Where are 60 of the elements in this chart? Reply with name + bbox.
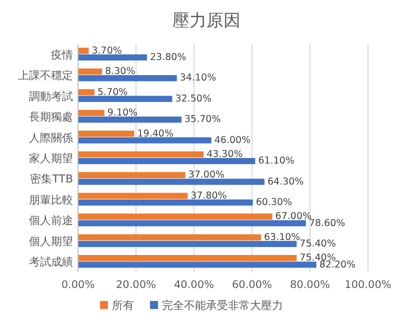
bar [78,172,186,178]
bar [78,96,172,102]
data-label: 43.30% [206,149,243,160]
data-label: 23.80% [150,52,186,63]
data-label: 9.10% [107,108,138,119]
bar [78,178,264,185]
data-label: 35.70% [184,114,221,126]
bar [78,130,134,137]
bar [78,116,182,123]
data-label: 5.70% [98,86,128,98]
x-tick-label: 40.00% [174,279,214,291]
bar [78,158,256,164]
x-tick-label: 60.00% [232,279,272,291]
y-tick-label: 密集TTB [30,172,73,186]
y-tick-label: 調動考試 [29,90,73,103]
y-tick-label: 考試成績 [29,256,73,269]
bar [78,151,204,158]
bar [78,54,148,60]
legend-label: 完全不能承受非常大壓力 [162,299,283,312]
bar [78,220,306,226]
data-label: 32.50% [175,93,212,104]
x-tick-label: 20.00% [116,279,156,291]
bar [78,240,297,248]
data-label: 3.70% [92,45,122,56]
bar [78,255,297,262]
y-tick-label: 疫情 [51,48,73,62]
data-label: 37.00% [188,170,225,181]
data-label: 64.30% [267,176,304,188]
bar [78,110,104,116]
y-tick-label: 家人期望 [29,152,73,165]
data-label: 75.40% [300,238,336,250]
x-tick-label: 100.00% [344,279,392,291]
data-label: 63.10% [264,232,300,243]
y-tick-label: 個人期望 [29,234,73,248]
bar [78,48,89,54]
bar [78,199,253,206]
x-tick-label: 80.00% [290,279,330,291]
bar [78,75,177,82]
y-tick-label: 長期獨處 [29,110,73,124]
bar [78,214,272,220]
title: 壓力原因 [172,11,240,31]
bar [78,89,95,96]
bar [78,234,261,240]
y-tick-label: 人際關係 [29,131,73,144]
data-label: 8.30% [105,66,136,78]
x-tick-label: 0.00% [61,279,95,291]
y-tick-label: 個人前途 [29,214,73,228]
y-tick-label: 上課不穩定 [18,69,73,82]
bar [78,262,316,268]
data-label: 60.30% [256,197,292,208]
legend-label: 所有 [112,299,134,312]
y-tick-label: 朋輩比較 [29,193,73,206]
data-label: 34.10% [180,72,216,84]
bar [78,68,102,75]
bar [78,137,212,144]
data-label: 37.80% [190,190,227,202]
data-label: 46.00% [214,134,251,146]
data-label: 19.40% [137,128,174,140]
data-label: 61.10% [258,156,294,167]
bar [78,192,188,199]
